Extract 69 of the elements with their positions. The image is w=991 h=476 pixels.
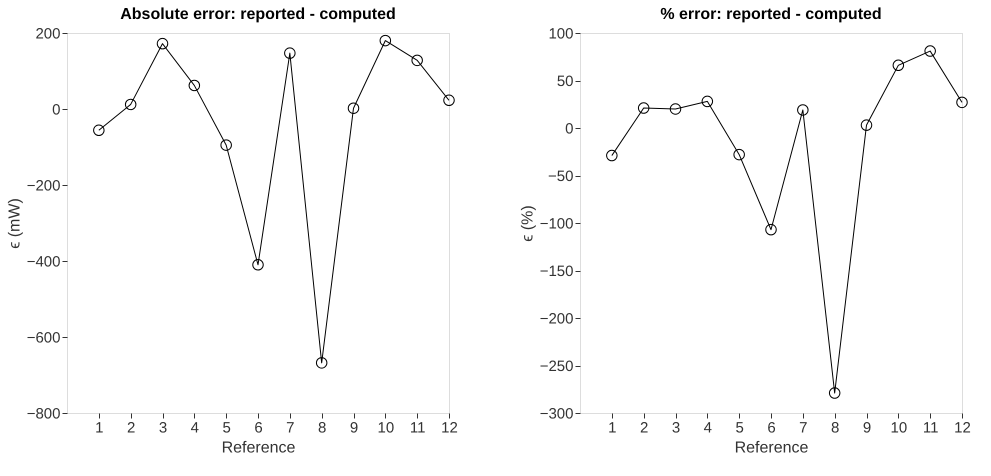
y-tick-label: −100 — [540, 216, 574, 232]
y-tick-label: −400 — [26, 254, 60, 270]
y-tick-label: −50 — [548, 168, 574, 185]
x-tick-label: 7 — [799, 420, 808, 436]
y-tick-label: 0 — [565, 120, 574, 138]
x-tick-label: 1 — [95, 420, 104, 436]
point — [188, 80, 200, 92]
y-tick-label: 50 — [556, 73, 574, 90]
point — [252, 259, 264, 271]
point — [284, 47, 296, 59]
y-tick-label: −200 — [26, 178, 60, 194]
point — [828, 387, 840, 399]
chart-title: Absolute error: reported - computed — [120, 6, 396, 23]
point — [860, 119, 872, 131]
y-tick-label: −150 — [540, 263, 574, 280]
y-tick-label: 100 — [548, 26, 574, 42]
x-tick-label: 2 — [640, 420, 648, 436]
x-tick-label: 7 — [286, 420, 295, 436]
point — [924, 45, 936, 57]
x-tick-label: 9 — [350, 420, 358, 436]
point — [348, 102, 360, 114]
x-tick-label: 12 — [441, 420, 458, 436]
point — [956, 96, 968, 108]
y-tick-label: −200 — [540, 310, 574, 328]
point — [220, 139, 232, 151]
y-tick-label: −600 — [26, 330, 60, 346]
point — [411, 54, 423, 66]
x-tick-label: 5 — [222, 420, 231, 436]
x-tick-label: 11 — [922, 420, 938, 436]
x-tick-label: 1 — [608, 420, 617, 436]
point — [638, 102, 650, 114]
x-tick-label: 8 — [830, 420, 840, 436]
point — [765, 224, 777, 236]
point — [156, 38, 168, 50]
point — [702, 96, 714, 108]
x-tick-label: 5 — [735, 420, 744, 436]
point — [892, 60, 904, 72]
x-tick-label: 3 — [158, 420, 168, 436]
x-tick-label: 6 — [767, 420, 776, 436]
x-tick-label: 10 — [890, 420, 908, 436]
y-tick-label: −800 — [26, 406, 60, 422]
point — [670, 103, 682, 115]
y-tick-label: −250 — [540, 358, 574, 375]
x-tick-label: 9 — [862, 420, 872, 436]
x-tick-label: 10 — [377, 420, 394, 436]
point — [380, 34, 392, 46]
x-tick-label: 11 — [410, 420, 426, 436]
y-tick-label: 0 — [52, 102, 60, 118]
y-axis-title: ϵ (%) — [520, 205, 537, 242]
point — [443, 94, 455, 106]
x-tick-label: 3 — [672, 420, 680, 436]
y-axis-title: ϵ (mW) — [6, 198, 24, 249]
point — [733, 148, 745, 160]
point — [316, 357, 328, 369]
y-tick-label: −300 — [540, 406, 574, 422]
x-tick-label: 4 — [704, 420, 712, 436]
x-axis-title: Reference — [222, 440, 296, 456]
point — [93, 124, 105, 136]
point — [124, 98, 136, 110]
x-tick-label: 4 — [190, 420, 200, 436]
point — [606, 150, 618, 162]
x-tick-label: 6 — [254, 420, 263, 436]
x-axis-title: Reference — [734, 440, 809, 456]
point — [797, 104, 809, 116]
chart-title: % error: reported - computed — [660, 6, 882, 23]
x-tick-label: 2 — [126, 420, 136, 436]
x-tick-label: 12 — [954, 420, 971, 436]
x-tick-label: 8 — [318, 420, 326, 436]
y-tick-label: 200 — [35, 26, 60, 42]
